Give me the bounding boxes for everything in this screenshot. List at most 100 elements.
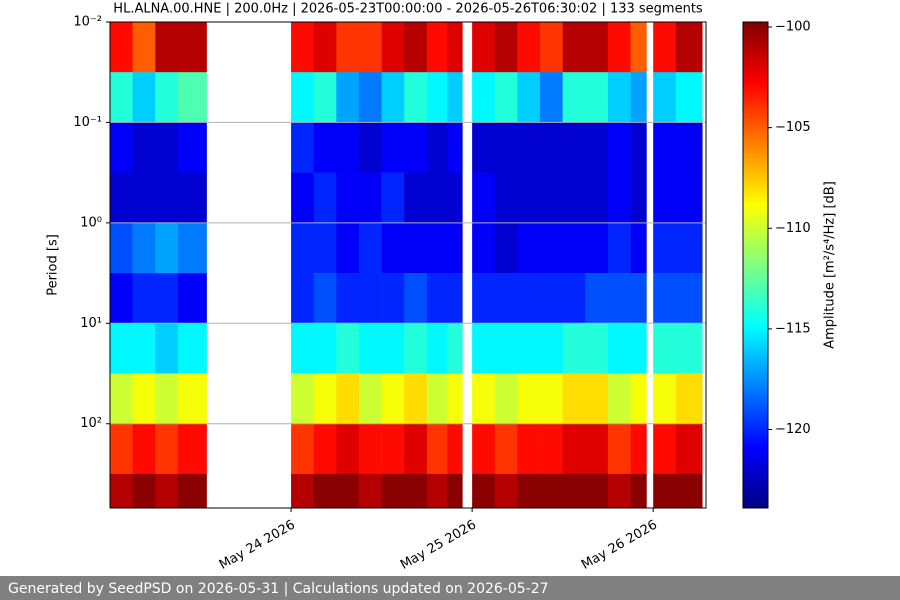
heatmap-cell	[358, 373, 382, 425]
heatmap-cell	[291, 423, 314, 475]
heatmap-cell	[472, 222, 496, 274]
heatmap-cell	[336, 473, 360, 509]
heatmap-cell	[630, 323, 647, 374]
colorbar	[742, 21, 769, 509]
heatmap-cell	[155, 172, 179, 224]
heatmap-cell	[313, 22, 337, 73]
heatmap-cell	[540, 423, 563, 475]
heatmap-cell	[381, 423, 405, 475]
heatmap-cell	[607, 473, 631, 509]
y-tick-label: 10²	[80, 416, 102, 431]
heatmap-cell	[358, 122, 382, 173]
heatmap-cell	[155, 72, 179, 123]
heatmap-cell	[358, 72, 382, 123]
colorbar-tick-label: −120	[775, 422, 811, 437]
heatmap-cell	[291, 72, 314, 123]
heatmap-cell	[426, 423, 448, 475]
heatmap-cell	[630, 122, 647, 173]
y-tick-label: 10⁻²	[73, 15, 102, 30]
heatmap-cell	[472, 473, 496, 509]
heatmap-cell	[607, 323, 631, 374]
heatmap-cell	[675, 323, 703, 374]
heatmap-cell	[585, 373, 609, 425]
heatmap-cell	[630, 373, 647, 425]
heatmap-cell	[675, 22, 703, 73]
heatmap-cell	[110, 72, 133, 123]
heatmap-cell	[381, 22, 405, 73]
heatmap-cell	[540, 323, 563, 374]
heatmap-cell	[447, 72, 463, 123]
heatmap-cell	[110, 172, 133, 224]
heatmap-cell	[426, 373, 448, 425]
heatmap-cell	[177, 423, 207, 475]
heatmap-cell	[630, 273, 647, 324]
x-tick-label: May 24 2026	[217, 518, 298, 573]
heatmap-cell	[675, 222, 703, 274]
heatmap-cell	[494, 172, 518, 224]
heatmap-cell	[313, 122, 337, 173]
heatmap-cell	[472, 22, 496, 73]
heatmap-cell	[653, 172, 677, 224]
heatmap-cell	[653, 423, 677, 475]
heatmap-cell	[517, 273, 541, 324]
heatmap-cell	[358, 222, 382, 274]
heatmap-cell	[132, 323, 156, 374]
heatmap-cell	[562, 72, 586, 123]
heatmap-cell	[110, 273, 133, 324]
heatmap-cell	[447, 423, 463, 475]
heatmap-cell	[132, 72, 156, 123]
heatmap-cell	[313, 172, 337, 224]
heatmap-cell	[132, 172, 156, 224]
heatmap-cell	[675, 373, 703, 425]
heatmap-cell	[540, 222, 563, 274]
heatmap-cell	[404, 373, 428, 425]
heatmap-cell	[585, 222, 609, 274]
plot-frame	[109, 21, 707, 509]
heatmap-cell	[358, 323, 382, 374]
heatmap-cell	[540, 22, 563, 73]
heatmap-cell	[155, 22, 179, 73]
heatmap-cell	[177, 72, 207, 123]
heatmap-cell	[494, 22, 518, 73]
footer-text: Generated by SeedPSD on 2026-05-31 | Cal…	[8, 581, 549, 597]
heatmap-cell	[132, 22, 156, 73]
heatmap-cell	[653, 72, 677, 123]
heatmap-cell	[291, 172, 314, 224]
heatmap-cell	[472, 423, 496, 475]
heatmap-cell	[110, 373, 133, 425]
heatmap-cell	[155, 122, 179, 173]
heatmap-cell	[653, 273, 677, 324]
colorbar-label: Amplitude [m²/s⁴/Hz] [dB]	[823, 181, 838, 349]
heatmap-cell	[447, 222, 463, 274]
y-tick-label: 10⁻¹	[73, 115, 102, 130]
heatmap-cell	[177, 172, 207, 224]
heatmap-cell	[472, 122, 496, 173]
heatmap-cell	[585, 423, 609, 475]
heatmap-cell	[177, 22, 207, 73]
heatmap-cell	[447, 172, 463, 224]
x-tick-label: May 26 2026	[579, 518, 660, 573]
heatmap-cell	[517, 172, 541, 224]
colorbar-tick-label: −100	[775, 20, 811, 35]
heatmap-cell	[426, 172, 448, 224]
heatmap-cell	[313, 323, 337, 374]
heatmap-cell	[447, 122, 463, 173]
heatmap-cell	[607, 172, 631, 224]
heatmap-cell	[607, 72, 631, 123]
heatmap-cell	[562, 22, 586, 73]
heatmap-cell	[447, 323, 463, 374]
heatmap-cell	[177, 323, 207, 374]
heatmap-cell	[630, 222, 647, 274]
heatmap-cell	[291, 473, 314, 509]
heatmap-cell	[653, 22, 677, 73]
heatmap-cell	[381, 122, 405, 173]
heatmap-cell	[472, 373, 496, 425]
heatmap-cell	[336, 373, 360, 425]
heatmap-cell	[517, 423, 541, 475]
heatmap-cell	[336, 323, 360, 374]
heatmap-cell	[562, 222, 586, 274]
heatmap-cell	[381, 323, 405, 374]
heatmap-cell	[177, 222, 207, 274]
heatmap-cell	[517, 72, 541, 123]
heatmap-cell	[291, 122, 314, 173]
